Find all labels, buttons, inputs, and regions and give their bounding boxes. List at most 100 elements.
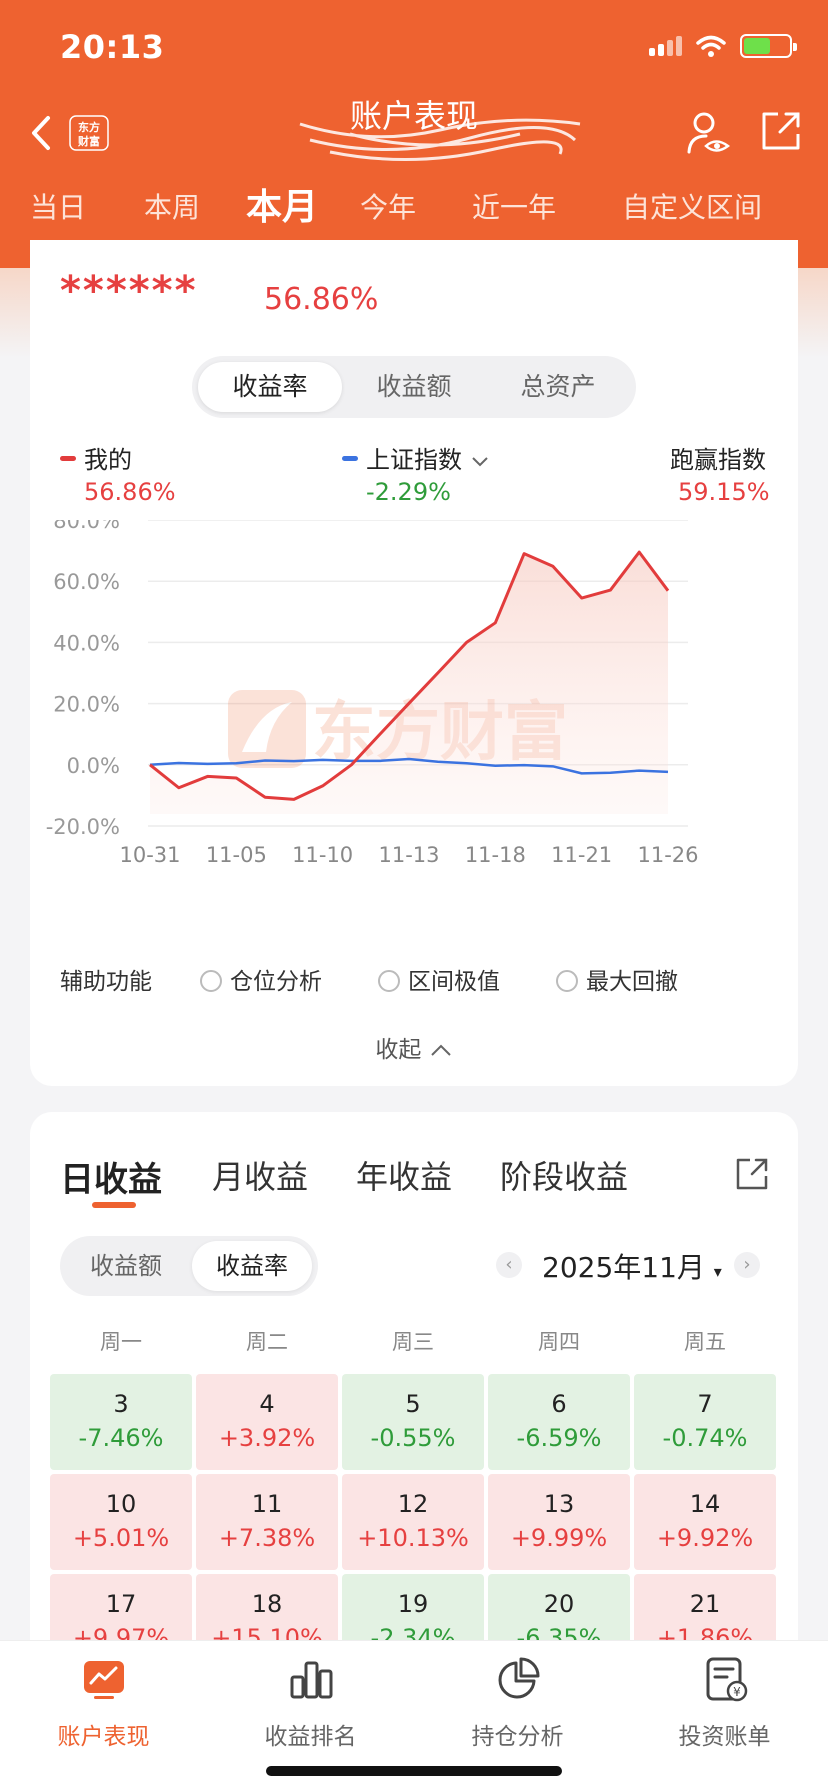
day-return: +3.92%	[218, 1424, 316, 1452]
redaction-scribble	[299, 118, 581, 162]
tab-week[interactable]: 本周	[144, 191, 201, 224]
weekday-thu: 周四	[538, 1330, 580, 1354]
metric-segment: 收益率 收益额 总资产	[192, 356, 636, 418]
day-number: 3	[113, 1390, 129, 1418]
active-period-indicator	[92, 1202, 136, 1208]
tab-monthly-return[interactable]: 月收益	[212, 1158, 309, 1196]
day-return: +10.13%	[357, 1524, 469, 1552]
nav-account-performance[interactable]: 账户表现	[0, 1641, 207, 1761]
battery-icon	[740, 34, 797, 58]
prev-month-button[interactable]: ‹	[496, 1252, 522, 1278]
user-eye-icon[interactable]	[686, 110, 730, 156]
svg-text:¥: ¥	[733, 1685, 741, 1699]
share-icon[interactable]	[734, 1156, 770, 1192]
y-tick-label: 60.0%	[53, 570, 120, 594]
x-tick-label: 11-10	[292, 843, 353, 867]
tab-stage-return[interactable]: 阶段收益	[500, 1158, 629, 1196]
y-tick-label: -20.0%	[46, 815, 120, 839]
tab-last-year[interactable]: 近一年	[472, 191, 557, 224]
nav-investment-bill[interactable]: ¥ 投资账单	[621, 1641, 828, 1761]
radio-position-analysis[interactable]: 仓位分析	[200, 962, 322, 996]
pie-chart-icon	[498, 1657, 540, 1699]
segment-return-amount[interactable]: 收益额	[376, 372, 452, 401]
wifi-icon	[696, 35, 726, 57]
day-return: +9.99%	[510, 1524, 608, 1552]
day-number: 19	[397, 1590, 429, 1618]
segment-rate[interactable]: 收益率	[192, 1241, 312, 1291]
legend-mine-value: 56.86%	[84, 478, 176, 506]
mine-area	[150, 552, 668, 814]
radio-max-drawdown[interactable]: 最大回撤	[556, 962, 678, 996]
calendar-day-cell[interactable]: 7 -0.74%	[634, 1374, 776, 1470]
tab-custom[interactable]: 自定义区间	[622, 191, 763, 224]
day-return: -6.59%	[516, 1424, 602, 1452]
signal-icon	[649, 36, 682, 56]
tab-month[interactable]: 本月	[246, 187, 319, 228]
calendar-day-cell[interactable]: 12 +10.13%	[342, 1474, 484, 1570]
svg-text:东方: 东方	[78, 120, 100, 134]
day-return: -7.46%	[78, 1424, 164, 1452]
weekday-header: 周一 周二 周三 周四 周五	[50, 1326, 778, 1356]
calendar-day-cell[interactable]: 5 -0.55%	[342, 1374, 484, 1470]
collapse-button[interactable]: 收起	[30, 1030, 798, 1064]
chevron-down-icon	[471, 457, 488, 467]
tab-yearly-return[interactable]: 年收益	[356, 1158, 453, 1196]
segment-return-rate[interactable]: 收益率	[198, 362, 342, 412]
summary-return: 56.86%	[264, 282, 379, 317]
tab-daily-return[interactable]: 日收益	[60, 1160, 162, 1200]
nav-row: 东方 财富 账户表现	[0, 96, 828, 176]
day-number: 10	[105, 1490, 137, 1518]
calendar-day-cell[interactable]: 4 +3.92%	[196, 1374, 338, 1470]
x-tick-label: 11-18	[465, 843, 526, 867]
x-tick-label: 10-31	[119, 843, 180, 867]
nav-return-ranking[interactable]: 收益排名	[207, 1641, 414, 1761]
month-navigator: ‹ 2025年11月 ▾ ›	[496, 1246, 766, 1286]
y-tick-label: 20.0%	[53, 693, 120, 717]
svg-text:财富: 财富	[77, 134, 100, 148]
day-number: 14	[689, 1490, 721, 1518]
bar-chart-icon	[290, 1661, 333, 1699]
calendar-day-cell[interactable]: 13 +9.99%	[488, 1474, 630, 1570]
month-selector[interactable]: 2025年11月 ▾	[542, 1251, 722, 1284]
segment-total-assets[interactable]: 总资产	[520, 372, 596, 401]
y-tick-label: 40.0%	[53, 631, 120, 655]
masked-account-name: ******	[60, 268, 198, 314]
day-number: 20	[543, 1590, 575, 1618]
aux-functions: 辅助功能 仓位分析 区间极值 最大回撤	[60, 962, 780, 1002]
calendar-day-cell[interactable]: 14 +9.92%	[634, 1474, 776, 1570]
radio-range-extremes[interactable]: 区间极值	[378, 962, 500, 996]
legend-index[interactable]: 上证指数	[342, 440, 490, 475]
legend-mine: 我的	[60, 440, 132, 475]
next-month-button[interactable]: ›	[734, 1252, 760, 1278]
day-number: 7	[697, 1390, 713, 1418]
nav-holding-analysis[interactable]: 持仓分析	[414, 1641, 621, 1761]
aux-label: 辅助功能	[60, 969, 152, 995]
day-number: 6	[551, 1390, 567, 1418]
bill-icon: ¥	[706, 1657, 748, 1702]
day-return: -0.55%	[370, 1424, 456, 1452]
x-tick-label: 11-26	[637, 843, 698, 867]
day-number: 17	[105, 1590, 137, 1618]
calendar-day-cell[interactable]: 3 -7.46%	[50, 1374, 192, 1470]
calendar-day-cell[interactable]: 6 -6.59%	[488, 1374, 630, 1470]
calendar-grid: 3 -7.46% 4 +3.92% 5 -0.55% 6 -6.59% 7 -0.74% 10 +5.…	[50, 1374, 778, 1792]
x-tick-label: 11-13	[378, 843, 439, 867]
tab-today[interactable]: 当日	[30, 191, 87, 224]
day-number: 5	[405, 1390, 421, 1418]
back-icon[interactable]	[22, 108, 62, 158]
page-title: 账户表现	[349, 97, 478, 135]
calendar-day-cell[interactable]: 10 +5.01%	[50, 1474, 192, 1570]
share-icon[interactable]	[760, 110, 802, 152]
weekday-wed: 周三	[392, 1330, 434, 1354]
weekday-fri: 周五	[684, 1330, 726, 1354]
day-return: +9.92%	[656, 1524, 754, 1552]
status-bar: 20:13	[0, 0, 828, 96]
tab-year[interactable]: 今年	[360, 191, 417, 224]
series-line-index	[149, 757, 669, 775]
calendar-day-cell[interactable]: 11 +7.38%	[196, 1474, 338, 1570]
series-line-mine	[149, 550, 670, 801]
day-number: 21	[689, 1590, 721, 1618]
segment-amount[interactable]: 收益额	[90, 1252, 162, 1280]
x-tick-label: 11-21	[551, 843, 612, 867]
